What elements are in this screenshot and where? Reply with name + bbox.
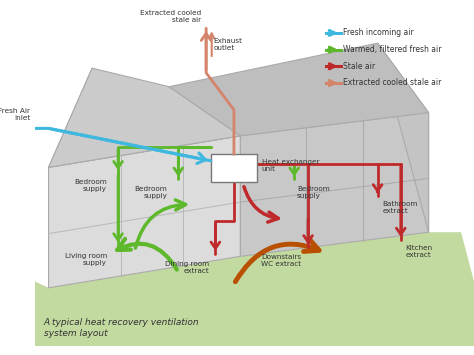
- Polygon shape: [240, 113, 428, 256]
- Text: Bathroom
extract: Bathroom extract: [382, 201, 418, 214]
- Text: Warmed, filtered fresh air: Warmed, filtered fresh air: [343, 45, 442, 54]
- Text: Stale air: Stale air: [343, 62, 375, 71]
- Polygon shape: [378, 43, 428, 232]
- Text: Downstairs
WC extract: Downstairs WC extract: [262, 255, 301, 267]
- Text: Extracted cooled stale air: Extracted cooled stale air: [343, 78, 442, 87]
- Polygon shape: [48, 136, 240, 288]
- Text: Heat exchanger
unit: Heat exchanger unit: [262, 159, 319, 172]
- Text: Extracted cooled
stale air: Extracted cooled stale air: [140, 10, 201, 23]
- Text: Exhaust
outlet: Exhaust outlet: [214, 38, 243, 51]
- Text: Fresh incoming air: Fresh incoming air: [343, 28, 414, 37]
- Polygon shape: [169, 43, 428, 136]
- Text: Living room
supply: Living room supply: [65, 253, 107, 266]
- FancyBboxPatch shape: [211, 154, 257, 182]
- Text: A typical heat recovery ventilation
system layout: A typical heat recovery ventilation syst…: [44, 318, 200, 338]
- Text: Fresh Air
inlet: Fresh Air inlet: [0, 108, 30, 121]
- Text: Bedroom
supply: Bedroom supply: [74, 179, 107, 192]
- Polygon shape: [48, 68, 240, 167]
- Text: Kitchen
extract: Kitchen extract: [405, 245, 433, 258]
- Text: Bedroom
supply: Bedroom supply: [297, 186, 330, 199]
- Text: Dining room
extract: Dining room extract: [165, 261, 209, 274]
- Polygon shape: [35, 232, 474, 346]
- Polygon shape: [48, 68, 240, 167]
- Text: Bedroom
supply: Bedroom supply: [135, 186, 167, 199]
